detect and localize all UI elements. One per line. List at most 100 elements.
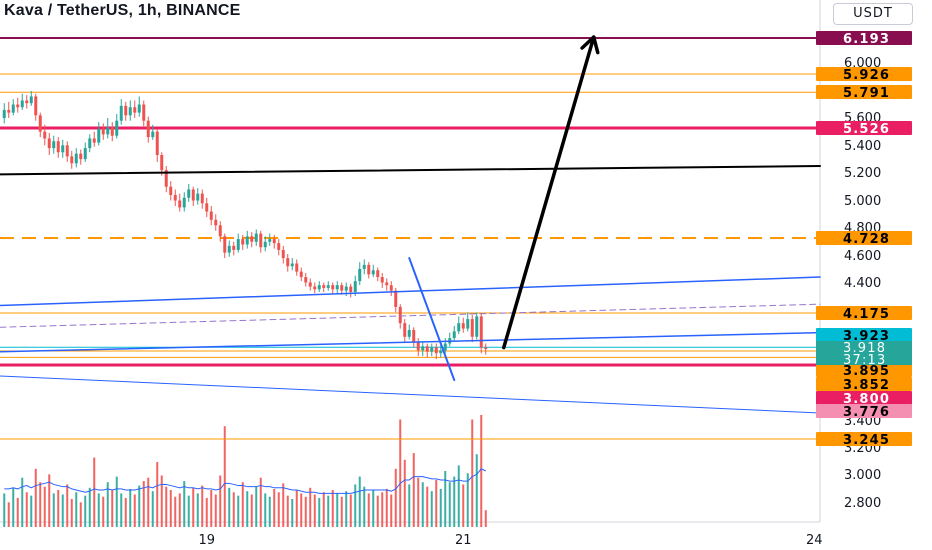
candle-body	[353, 281, 357, 292]
volume-bar	[3, 493, 6, 527]
candle-body	[92, 138, 96, 143]
volume-bar	[327, 495, 330, 527]
candle-body	[34, 96, 38, 116]
candle-body	[394, 290, 398, 307]
candle-body	[214, 219, 218, 226]
volume-bar	[205, 497, 208, 527]
volume-bar	[439, 488, 442, 527]
price-label-4.175-box	[816, 306, 912, 320]
volume-bar	[232, 492, 235, 527]
volume-bar	[93, 457, 96, 527]
candle-body	[178, 200, 182, 208]
volume-bar	[430, 491, 433, 527]
candle-body	[191, 189, 195, 201]
price-label-3.852: 3.852	[843, 378, 890, 393]
volume-bar	[133, 494, 136, 527]
volume-bar	[57, 490, 60, 527]
volume-bar	[381, 492, 384, 527]
candle-body	[88, 138, 92, 149]
volume-bar	[151, 491, 154, 527]
volume-bar	[214, 494, 217, 527]
candle-body	[250, 236, 254, 242]
candle-body	[61, 145, 65, 153]
candle-body	[43, 131, 47, 139]
volume-bar	[241, 482, 244, 527]
volume-bar	[223, 426, 226, 527]
candle-body	[160, 155, 164, 171]
volume-bar	[309, 487, 312, 527]
volume-bar	[318, 497, 321, 527]
volume-bar	[88, 487, 91, 527]
candle-body	[286, 258, 290, 267]
volume-bar	[25, 492, 28, 527]
candle-body	[209, 211, 213, 220]
volume-bar	[75, 492, 78, 527]
chart-title: Kava / TetherUS, 1h, BINANCE	[4, 2, 241, 19]
volume-bar	[363, 486, 366, 527]
volume-bar	[43, 486, 46, 527]
candle-body	[416, 342, 420, 351]
candle-body	[277, 243, 281, 250]
candle-body	[119, 105, 123, 121]
candle-body	[25, 100, 29, 104]
candle-body	[128, 107, 132, 116]
candle-body	[70, 156, 74, 164]
volume-bar	[169, 490, 172, 527]
candle-body	[38, 115, 42, 132]
volume-bar	[282, 483, 285, 527]
price-label-3.895: 3.895	[843, 364, 890, 379]
price-axis-tick: 4.400	[844, 276, 881, 291]
price-axis-tick: 3.000	[844, 468, 881, 483]
volume-bar	[34, 468, 37, 527]
time-axis-tick: 24	[806, 533, 823, 548]
volume-bar	[7, 502, 10, 527]
candle-body	[331, 285, 335, 290]
candle-body	[115, 120, 119, 136]
currency-selector[interactable]: USDT	[833, 3, 913, 25]
candle-body	[376, 270, 380, 278]
volume-bar	[84, 495, 87, 527]
arrow-head	[580, 35, 600, 55]
candle-body	[335, 285, 339, 290]
candle-body	[385, 282, 389, 286]
price-label-3.776-box	[816, 404, 912, 418]
candle-body	[452, 331, 456, 339]
candle-body	[97, 128, 101, 143]
volume-bar	[340, 496, 343, 527]
candle-body	[367, 264, 371, 275]
volume-bar	[183, 481, 186, 527]
candle-body	[236, 239, 240, 250]
volume-bar	[403, 459, 406, 527]
candle-body	[259, 233, 263, 248]
candle-body	[137, 104, 141, 113]
volume-bar	[165, 486, 168, 527]
candle-body	[344, 286, 348, 291]
candle-body	[466, 319, 470, 329]
time-axis-tick: 21	[455, 533, 472, 548]
candle-body	[479, 316, 483, 348]
volume-bar	[196, 493, 199, 527]
candle-body	[245, 236, 249, 245]
volume-bar	[156, 462, 159, 527]
volume-bar	[466, 473, 469, 527]
candle-body	[326, 285, 330, 288]
black-projection-arrow	[502, 35, 596, 350]
volume-bar	[345, 491, 348, 527]
volume-bar	[70, 499, 73, 527]
price-axis-tick: 5.200	[844, 166, 881, 181]
candle-body	[362, 264, 366, 269]
volume-bar	[61, 494, 64, 527]
volume-bar	[66, 484, 69, 527]
volume-bar	[444, 471, 447, 527]
volume-bar	[349, 494, 352, 527]
price-label-4.175: 4.175	[843, 307, 890, 322]
volume-bar	[435, 479, 438, 527]
volume-bar	[259, 477, 262, 527]
volume-bar	[30, 495, 33, 527]
candle-body	[358, 268, 362, 282]
volume-bar	[322, 492, 325, 527]
volume-bar	[286, 495, 289, 527]
candle-body	[169, 186, 173, 195]
volume-bar	[277, 492, 280, 527]
